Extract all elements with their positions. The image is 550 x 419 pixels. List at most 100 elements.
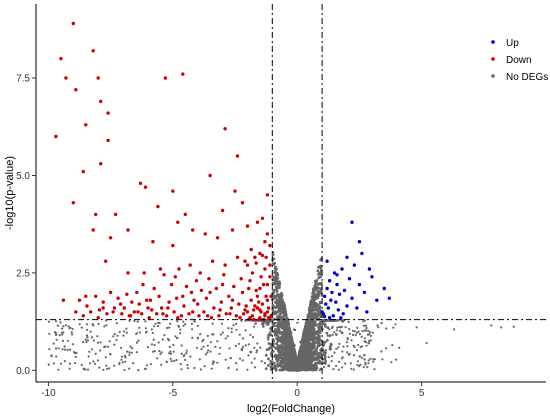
point-no-degs [367, 339, 371, 343]
point-down [265, 298, 270, 302]
axes-layer [35, 4, 546, 383]
point-no-degs [327, 356, 330, 359]
point-no-degs [74, 361, 77, 364]
point-no-degs [250, 361, 253, 364]
point-no-degs [380, 322, 383, 325]
point-down [126, 228, 130, 232]
point-no-degs [253, 366, 257, 369]
point-no-degs [176, 320, 179, 323]
legend-marker-down [491, 57, 495, 61]
point-down [259, 275, 263, 279]
point-down [235, 154, 240, 158]
point-no-degs [356, 360, 359, 363]
point-no-degs [87, 355, 90, 358]
point-no-degs [211, 333, 214, 336]
point-down [97, 308, 102, 312]
point-no-degs [259, 346, 262, 349]
point-no-degs [235, 368, 239, 371]
point-down [120, 312, 124, 316]
point-no-degs [279, 344, 283, 348]
point-up [335, 282, 339, 287]
point-no-degs [282, 320, 285, 324]
point-down [181, 294, 185, 298]
point-down [74, 88, 78, 92]
point-no-degs [168, 345, 171, 349]
point-down [127, 314, 131, 318]
point-no-degs [348, 328, 351, 331]
point-up [362, 290, 367, 295]
point-no-degs [55, 355, 58, 358]
point-no-degs [264, 367, 268, 370]
point-no-degs [284, 336, 287, 340]
point-no-degs [69, 348, 72, 351]
point-no-degs [267, 338, 270, 341]
point-down [81, 314, 86, 318]
point-down [260, 302, 265, 306]
point-down [204, 296, 209, 300]
point-no-degs [275, 301, 278, 305]
point-no-degs [138, 331, 141, 334]
point-no-degs [109, 352, 112, 355]
point-no-degs [254, 322, 257, 325]
point-no-degs [348, 332, 351, 335]
point-no-degs [316, 269, 320, 273]
point-no-degs [206, 334, 209, 337]
point-no-degs [315, 330, 319, 333]
point-no-degs [309, 304, 312, 307]
point-no-degs [299, 340, 302, 344]
point-no-degs [274, 274, 278, 278]
point-down [263, 267, 267, 271]
point-no-degs [272, 289, 276, 293]
point-no-degs [273, 282, 276, 285]
point-down [158, 267, 163, 271]
point-no-degs [185, 349, 188, 352]
point-no-degs [144, 367, 147, 371]
point-no-degs [125, 331, 128, 334]
point-no-degs [313, 322, 317, 325]
point-no-degs [303, 325, 307, 328]
point-no-degs [322, 365, 326, 369]
point-down [238, 316, 242, 320]
point-no-degs [335, 329, 338, 332]
point-no-degs [317, 294, 320, 298]
point-no-degs [230, 331, 233, 334]
point-no-degs [152, 338, 155, 341]
point-no-degs [163, 334, 166, 337]
point-no-degs [86, 336, 89, 339]
point-no-degs [310, 342, 314, 346]
point-no-degs [398, 346, 401, 349]
point-no-degs [173, 359, 176, 363]
point-down [81, 169, 86, 174]
y-axis-label: -log10(p-value) [4, 156, 16, 230]
point-no-degs [364, 324, 368, 327]
point-no-degs [102, 368, 105, 371]
point-no-degs [50, 354, 53, 357]
point-no-degs [70, 331, 73, 334]
point-down [156, 204, 160, 209]
x-tick-label: -10 [41, 388, 56, 399]
point-no-degs [180, 352, 183, 355]
point-no-degs [122, 334, 125, 337]
point-no-degs [129, 345, 132, 348]
point-no-degs [179, 332, 182, 335]
point-no-degs [130, 347, 134, 350]
point-no-degs [120, 346, 123, 349]
point-no-degs [94, 352, 97, 355]
point-no-degs [229, 356, 232, 359]
y-tick-label: 5.0 [16, 171, 30, 182]
point-no-degs [182, 355, 185, 358]
point-down [141, 282, 145, 287]
point-no-degs [235, 328, 238, 331]
point-down [254, 288, 258, 293]
point-no-degs [302, 365, 305, 369]
x-tick-label: 0 [294, 388, 300, 399]
point-no-degs [48, 332, 51, 335]
point-no-degs [56, 324, 59, 327]
point-down [214, 286, 219, 291]
point-no-degs [362, 324, 366, 327]
point-no-degs [86, 328, 89, 331]
point-no-degs [180, 368, 183, 371]
point-no-degs [61, 333, 64, 336]
point-no-degs [276, 340, 279, 344]
point-no-degs [128, 353, 131, 356]
